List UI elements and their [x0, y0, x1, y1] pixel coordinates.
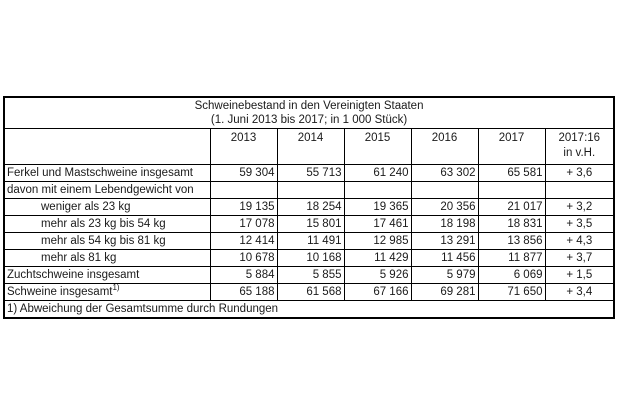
row-label: Schweine insgesamt1) [3, 283, 211, 301]
value-cell: 12 414 [209, 232, 278, 250]
empty-header-cell [3, 128, 211, 165]
value-cell: 18 198 [410, 215, 479, 233]
footnote-marker: 1) [112, 283, 120, 293]
value-cell: 65 188 [209, 283, 278, 301]
change-cell [544, 181, 615, 199]
table-row: mehr als 54 kg bis 81 kg 12 414 11 491 12 9… [3, 232, 615, 250]
value-cell [477, 181, 546, 199]
change-cell: + 3,4 [544, 283, 615, 301]
value-cell: 5 884 [209, 266, 278, 284]
change-cell: + 1,5 [544, 266, 615, 284]
value-cell [276, 181, 345, 199]
table-title-cell: Schweinebestand in den Vereinigten Staat… [3, 96, 615, 129]
value-cell: 19 135 [209, 198, 278, 216]
row-label: Zuchtschweine insgesamt [3, 266, 211, 284]
value-cell: 13 856 [477, 232, 546, 250]
title-row: Schweinebestand in den Vereinigten Staat… [3, 96, 615, 129]
row-label: mehr als 54 kg bis 81 kg [3, 232, 211, 250]
table-row: Zuchtschweine insgesamt 5 884 5 855 5 926 5 … [3, 266, 615, 284]
table-body: Ferkel und Mastschweine insgesamt 59 304 5… [3, 164, 615, 301]
value-cell: 12 985 [343, 232, 412, 250]
value-cell: 10 678 [209, 249, 278, 267]
table-row: Ferkel und Mastschweine insgesamt 59 304 5… [3, 164, 615, 182]
table-title: Schweinebestand in den Vereinigten Staat… [194, 100, 424, 112]
table-row: davon mit einem Lebendgewicht von [3, 181, 615, 199]
table-row: mehr als 81 kg 10 678 10 168 11 429 11 456 11… [3, 249, 615, 267]
value-cell: 18 254 [276, 198, 345, 216]
row-label: Ferkel und Mastschweine insgesamt [3, 164, 211, 182]
value-cell: 65 581 [477, 164, 546, 182]
column-header-2013: 2013 [209, 128, 278, 165]
value-cell: 11 429 [343, 249, 412, 267]
value-cell: 21 017 [477, 198, 546, 216]
value-cell [343, 181, 412, 199]
column-header-2016: 2016 [410, 128, 479, 165]
value-cell [410, 181, 479, 199]
value-cell: 67 166 [343, 283, 412, 301]
value-cell: 11 491 [276, 232, 345, 250]
value-cell: 17 078 [209, 215, 278, 233]
column-header-change: 2017:16 in v.H. [544, 128, 615, 165]
pig-inventory-table: Schweinebestand in den Vereinigten Staat… [3, 96, 616, 319]
value-cell: 10 168 [276, 249, 345, 267]
column-header-2015: 2015 [343, 128, 412, 165]
value-cell: 61 240 [343, 164, 412, 182]
row-label: davon mit einem Lebendgewicht von [3, 181, 211, 199]
value-cell [209, 181, 278, 199]
value-cell: 59 304 [209, 164, 278, 182]
change-cell: + 3,6 [544, 164, 615, 182]
column-header-change-line1: 2017:16 [558, 132, 601, 144]
value-cell: 71 650 [477, 283, 546, 301]
change-cell: + 4,3 [544, 232, 615, 250]
value-cell: 11 456 [410, 249, 479, 267]
change-cell: + 3,5 [544, 215, 615, 233]
value-cell: 63 302 [410, 164, 479, 182]
value-cell: 55 713 [276, 164, 345, 182]
value-cell: 5 926 [343, 266, 412, 284]
change-cell: + 3,2 [544, 198, 615, 216]
value-cell: 19 365 [343, 198, 412, 216]
value-cell: 69 281 [410, 283, 479, 301]
column-header-2014: 2014 [276, 128, 345, 165]
table-subtitle: (1. Juni 2013 bis 2017; in 1 000 Stück) [210, 114, 408, 126]
value-cell: 61 568 [276, 283, 345, 301]
change-cell: + 3,7 [544, 249, 615, 267]
table-footnote: 1) Abweichung der Gesamtsumme durch Rund… [3, 300, 615, 319]
value-cell: 5 979 [410, 266, 479, 284]
value-cell: 18 831 [477, 215, 546, 233]
value-cell: 13 291 [410, 232, 479, 250]
value-cell: 6 069 [477, 266, 546, 284]
table-row: mehr als 23 kg bis 54 kg 17 078 15 801 17 4… [3, 215, 615, 233]
column-header-2017: 2017 [477, 128, 546, 165]
header-row: 2013 2014 2015 2016 2017 2017:16 in v.H. [3, 128, 615, 165]
value-cell: 5 855 [276, 266, 345, 284]
value-cell: 17 461 [343, 215, 412, 233]
column-header-change-line2: in v.H. [563, 147, 596, 159]
value-cell: 20 356 [410, 198, 479, 216]
value-cell: 15 801 [276, 215, 345, 233]
row-label: weniger als 23 kg [3, 198, 211, 216]
value-cell: 11 877 [477, 249, 546, 267]
table-row: Schweine insgesamt1) 65 188 61 568 67 166 69… [3, 283, 615, 301]
footnote-row: 1) Abweichung der Gesamtsumme durch Rund… [3, 300, 615, 319]
row-label: mehr als 23 kg bis 54 kg [3, 215, 211, 233]
table-row: weniger als 23 kg 19 135 18 254 19 365 20 35… [3, 198, 615, 216]
row-label: mehr als 81 kg [3, 249, 211, 267]
